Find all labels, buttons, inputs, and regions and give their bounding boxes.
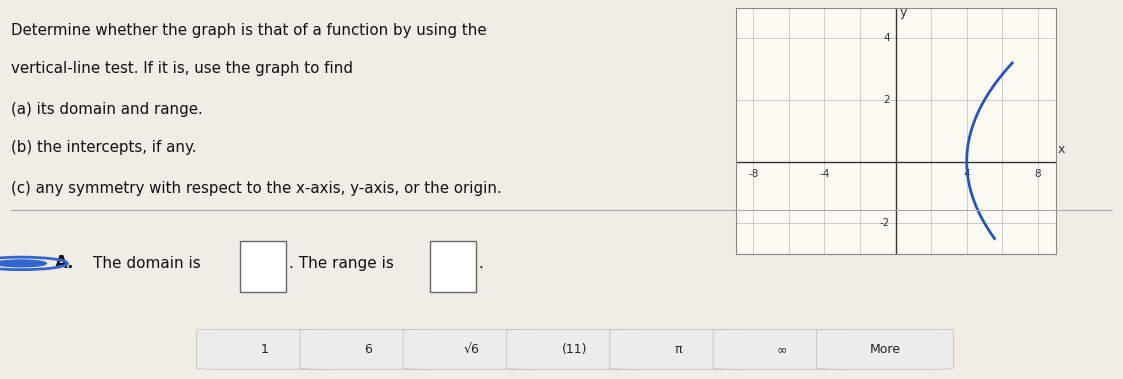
FancyBboxPatch shape [240, 241, 286, 292]
FancyBboxPatch shape [713, 329, 850, 369]
Text: x: x [1058, 143, 1065, 156]
Text: -4: -4 [820, 169, 830, 179]
Text: . The range is: . The range is [289, 256, 394, 271]
Text: (c) any symmetry with respect to the x-axis, y-axis, or the origin.: (c) any symmetry with respect to the x-a… [11, 181, 502, 196]
Circle shape [0, 260, 46, 267]
Text: More: More [869, 343, 901, 356]
Text: 4: 4 [884, 33, 891, 43]
Text: vertical-line test. If it is, use the graph to find: vertical-line test. If it is, use the gr… [11, 61, 354, 76]
FancyBboxPatch shape [300, 329, 437, 369]
FancyBboxPatch shape [429, 241, 476, 292]
FancyBboxPatch shape [610, 329, 747, 369]
Text: 4: 4 [964, 169, 970, 179]
Text: .: . [478, 256, 483, 271]
Text: ∞: ∞ [776, 343, 787, 356]
FancyBboxPatch shape [506, 329, 643, 369]
Text: 8: 8 [1034, 169, 1041, 179]
Text: π: π [675, 343, 682, 356]
FancyBboxPatch shape [403, 329, 540, 369]
Text: The domain is: The domain is [92, 256, 200, 271]
FancyBboxPatch shape [816, 329, 953, 369]
Text: y: y [900, 6, 906, 19]
FancyBboxPatch shape [197, 329, 334, 369]
Text: √6: √6 [464, 343, 480, 356]
Text: Determine whether the graph is that of a function by using the: Determine whether the graph is that of a… [11, 23, 487, 38]
Text: (a) its domain and range.: (a) its domain and range. [11, 102, 203, 117]
Text: -2: -2 [880, 218, 891, 228]
Text: (b) the intercepts, if any.: (b) the intercepts, if any. [11, 139, 197, 155]
Text: 1: 1 [261, 343, 270, 356]
Text: (11): (11) [563, 343, 587, 356]
Text: -8: -8 [748, 169, 758, 179]
Text: A.: A. [55, 254, 74, 273]
Text: 6: 6 [364, 343, 373, 356]
Text: 2: 2 [884, 95, 891, 105]
